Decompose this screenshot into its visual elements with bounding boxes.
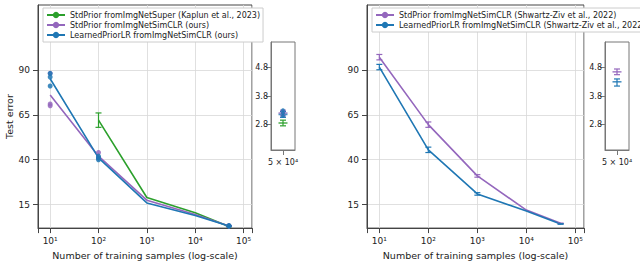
svg-text:10²: 10² (91, 236, 106, 246)
svg-text:40: 40 (19, 155, 31, 165)
svg-text:10⁴: 10⁴ (188, 236, 203, 246)
svg-text:10³: 10³ (470, 236, 485, 246)
svg-text:15: 15 (19, 200, 30, 210)
svg-text:10⁵: 10⁵ (236, 236, 251, 246)
svg-text:StdPrior fromImgNetSuper (Kapl: StdPrior fromImgNetSuper (Kaplun et al.,… (70, 11, 260, 20)
svg-text:LearnedPriorLR fromImgNetSimCL: LearnedPriorLR fromImgNetSimCLR (ours) (70, 31, 238, 40)
svg-text:10⁵: 10⁵ (568, 236, 583, 246)
svg-text:90: 90 (19, 65, 31, 75)
svg-text:10³: 10³ (139, 236, 154, 246)
svg-text:Number of training samples (lo: Number of training samples (log-scale) (52, 250, 238, 261)
svg-text:15: 15 (348, 200, 359, 210)
svg-text:Test error: Test error (4, 94, 15, 140)
svg-text:StdPrior fromImgNetSimCLR (our: StdPrior fromImgNetSimCLR (ours) (70, 21, 209, 30)
svg-text:40: 40 (348, 155, 360, 165)
svg-text:2.8: 2.8 (255, 120, 268, 129)
svg-text:StdPrior fromImgNetSimCLR (Shw: StdPrior fromImgNetSimCLR (Shwartz-Ziv e… (399, 11, 616, 20)
svg-text:2.8: 2.8 (589, 120, 602, 129)
svg-text:10¹: 10¹ (372, 236, 387, 246)
svg-text:4.8: 4.8 (255, 63, 268, 72)
svg-text:3.8: 3.8 (255, 92, 268, 101)
svg-text:10¹: 10¹ (43, 236, 58, 246)
svg-text:65: 65 (19, 110, 30, 120)
svg-text:90: 90 (348, 65, 360, 75)
svg-text:65: 65 (348, 110, 359, 120)
svg-text:5 × 10⁴: 5 × 10⁴ (268, 158, 298, 167)
svg-text:5 × 10⁴: 5 × 10⁴ (602, 158, 632, 167)
svg-text:10⁴: 10⁴ (519, 236, 534, 246)
svg-text:Number of training samples (lo: Number of training samples (log-scale) (383, 250, 569, 261)
svg-text:10²: 10² (421, 236, 436, 246)
svg-text:LearnedPriorLR fromImgNetSimCL: LearnedPriorLR fromImgNetSimCLR (Shwartz… (399, 21, 640, 30)
svg-text:4.8: 4.8 (589, 63, 602, 72)
svg-text:3.8: 3.8 (589, 92, 602, 101)
